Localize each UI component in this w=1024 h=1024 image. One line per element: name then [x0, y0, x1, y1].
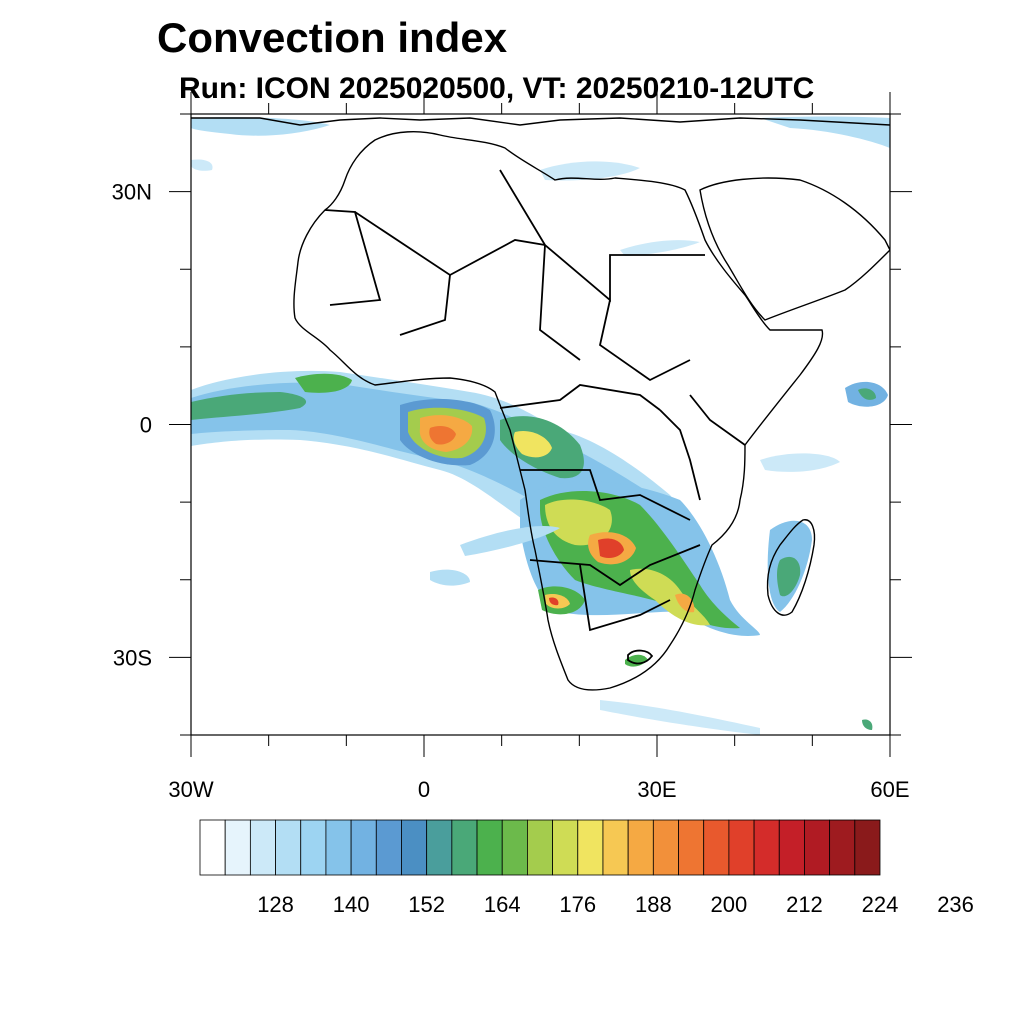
colorbar-swatch: [678, 819, 705, 876]
colorbar-swatch: [652, 819, 679, 876]
convection-area: [460, 525, 560, 556]
colorbar-swatch: [829, 819, 856, 876]
colorbar-swatch: [804, 819, 831, 876]
country-borders: [324, 169, 746, 665]
colorbar-label: 164: [484, 892, 521, 917]
colorbar-swatch: [275, 819, 302, 876]
convection-area: [513, 430, 552, 458]
colorbar-swatch: [778, 819, 805, 876]
country-border: [659, 409, 701, 501]
map-title: Convection index: [157, 14, 508, 61]
colorbar-label: 200: [711, 892, 748, 917]
colorbar: 128 140 152 164 176 188 200 212 224 236: [199, 819, 974, 917]
colorbar-label: 212: [786, 892, 823, 917]
country-border: [499, 169, 705, 302]
colorbar-swatch: [451, 819, 478, 876]
convection-area: [430, 569, 470, 586]
convection-area: [191, 392, 307, 420]
colorbar-swatch: [703, 819, 730, 876]
country-border: [579, 564, 671, 632]
map-subtitle: Run: ICON 2025020500, VT: 20250210-12UTC: [179, 72, 815, 105]
lon-tick-label: 30W: [168, 777, 213, 802]
colorbar-swatch: [527, 819, 553, 876]
colorbar-swatch: [476, 819, 503, 876]
colorbar-swatch: [552, 819, 579, 876]
colorbar-swatch: [249, 819, 276, 876]
lat-tick-label: 0: [140, 413, 152, 438]
africa-coastline: [191, 117, 890, 691]
colorbar-swatch: [199, 819, 226, 876]
colorbar-swatch: [426, 819, 453, 876]
colorbar-swatch: [350, 819, 377, 876]
colorbar-swatch: [753, 819, 780, 876]
convection-area: [598, 538, 624, 558]
convection-area: [777, 556, 801, 597]
convection-area: [540, 161, 640, 181]
convection-area: [862, 719, 873, 730]
madagascar-outline: [766, 519, 816, 616]
colorbar-swatch: [401, 819, 428, 876]
colorbar-swatch: [854, 819, 881, 876]
arabia-outline: [699, 177, 890, 321]
convection-area: [549, 597, 559, 606]
colorbar-label: 128: [257, 892, 294, 917]
lon-tick-label: 60E: [870, 777, 909, 802]
country-border: [354, 211, 546, 277]
axis-ticks: [169, 92, 912, 757]
colorbar-swatch: [375, 819, 402, 876]
country-border: [324, 209, 382, 306]
europe-outline: [191, 117, 890, 126]
colorbar-swatch: [300, 819, 327, 876]
colorbar-label: 176: [559, 892, 596, 917]
convection-area: [760, 116, 890, 148]
country-border: [499, 384, 661, 411]
convection-area: [600, 700, 760, 735]
convection-area: [191, 159, 213, 171]
country-border: [627, 649, 654, 665]
axis-tick-labels: 30W 0 30E 60E 30N 0 30S: [112, 180, 910, 802]
country-border: [539, 244, 581, 361]
country-border: [598, 299, 691, 382]
colorbar-swatch: [602, 819, 629, 876]
convection-area: [858, 388, 876, 400]
convection-area: [191, 117, 330, 136]
convection-area: [295, 373, 352, 393]
convection-area: [620, 240, 700, 256]
convection-area: [760, 453, 840, 472]
country-border: [529, 544, 701, 587]
colorbar-swatch: [501, 819, 528, 876]
country-border: [689, 394, 746, 446]
convection-area: [429, 426, 456, 445]
colorbar-label: 188: [635, 892, 672, 917]
country-border: [520, 469, 691, 521]
lat-tick-label: 30S: [113, 645, 152, 670]
lon-tick-label: 0: [418, 777, 430, 802]
africa-outline: [293, 131, 824, 691]
lon-tick-label: 30E: [637, 777, 676, 802]
lat-tick-label: 30N: [112, 180, 152, 205]
colorbar-swatch: [728, 819, 755, 876]
colorbar-label: 236: [937, 892, 974, 917]
colorbar-label: 140: [333, 892, 370, 917]
colorbar-swatch: [627, 819, 654, 876]
convection-field: [191, 116, 890, 735]
colorbar-swatch: [224, 819, 251, 876]
colorbar-label: 152: [408, 892, 445, 917]
colorbar-swatch: [577, 819, 604, 876]
colorbar-swatch: [325, 819, 352, 876]
country-border: [399, 274, 451, 336]
colorbar-label: 224: [862, 892, 899, 917]
